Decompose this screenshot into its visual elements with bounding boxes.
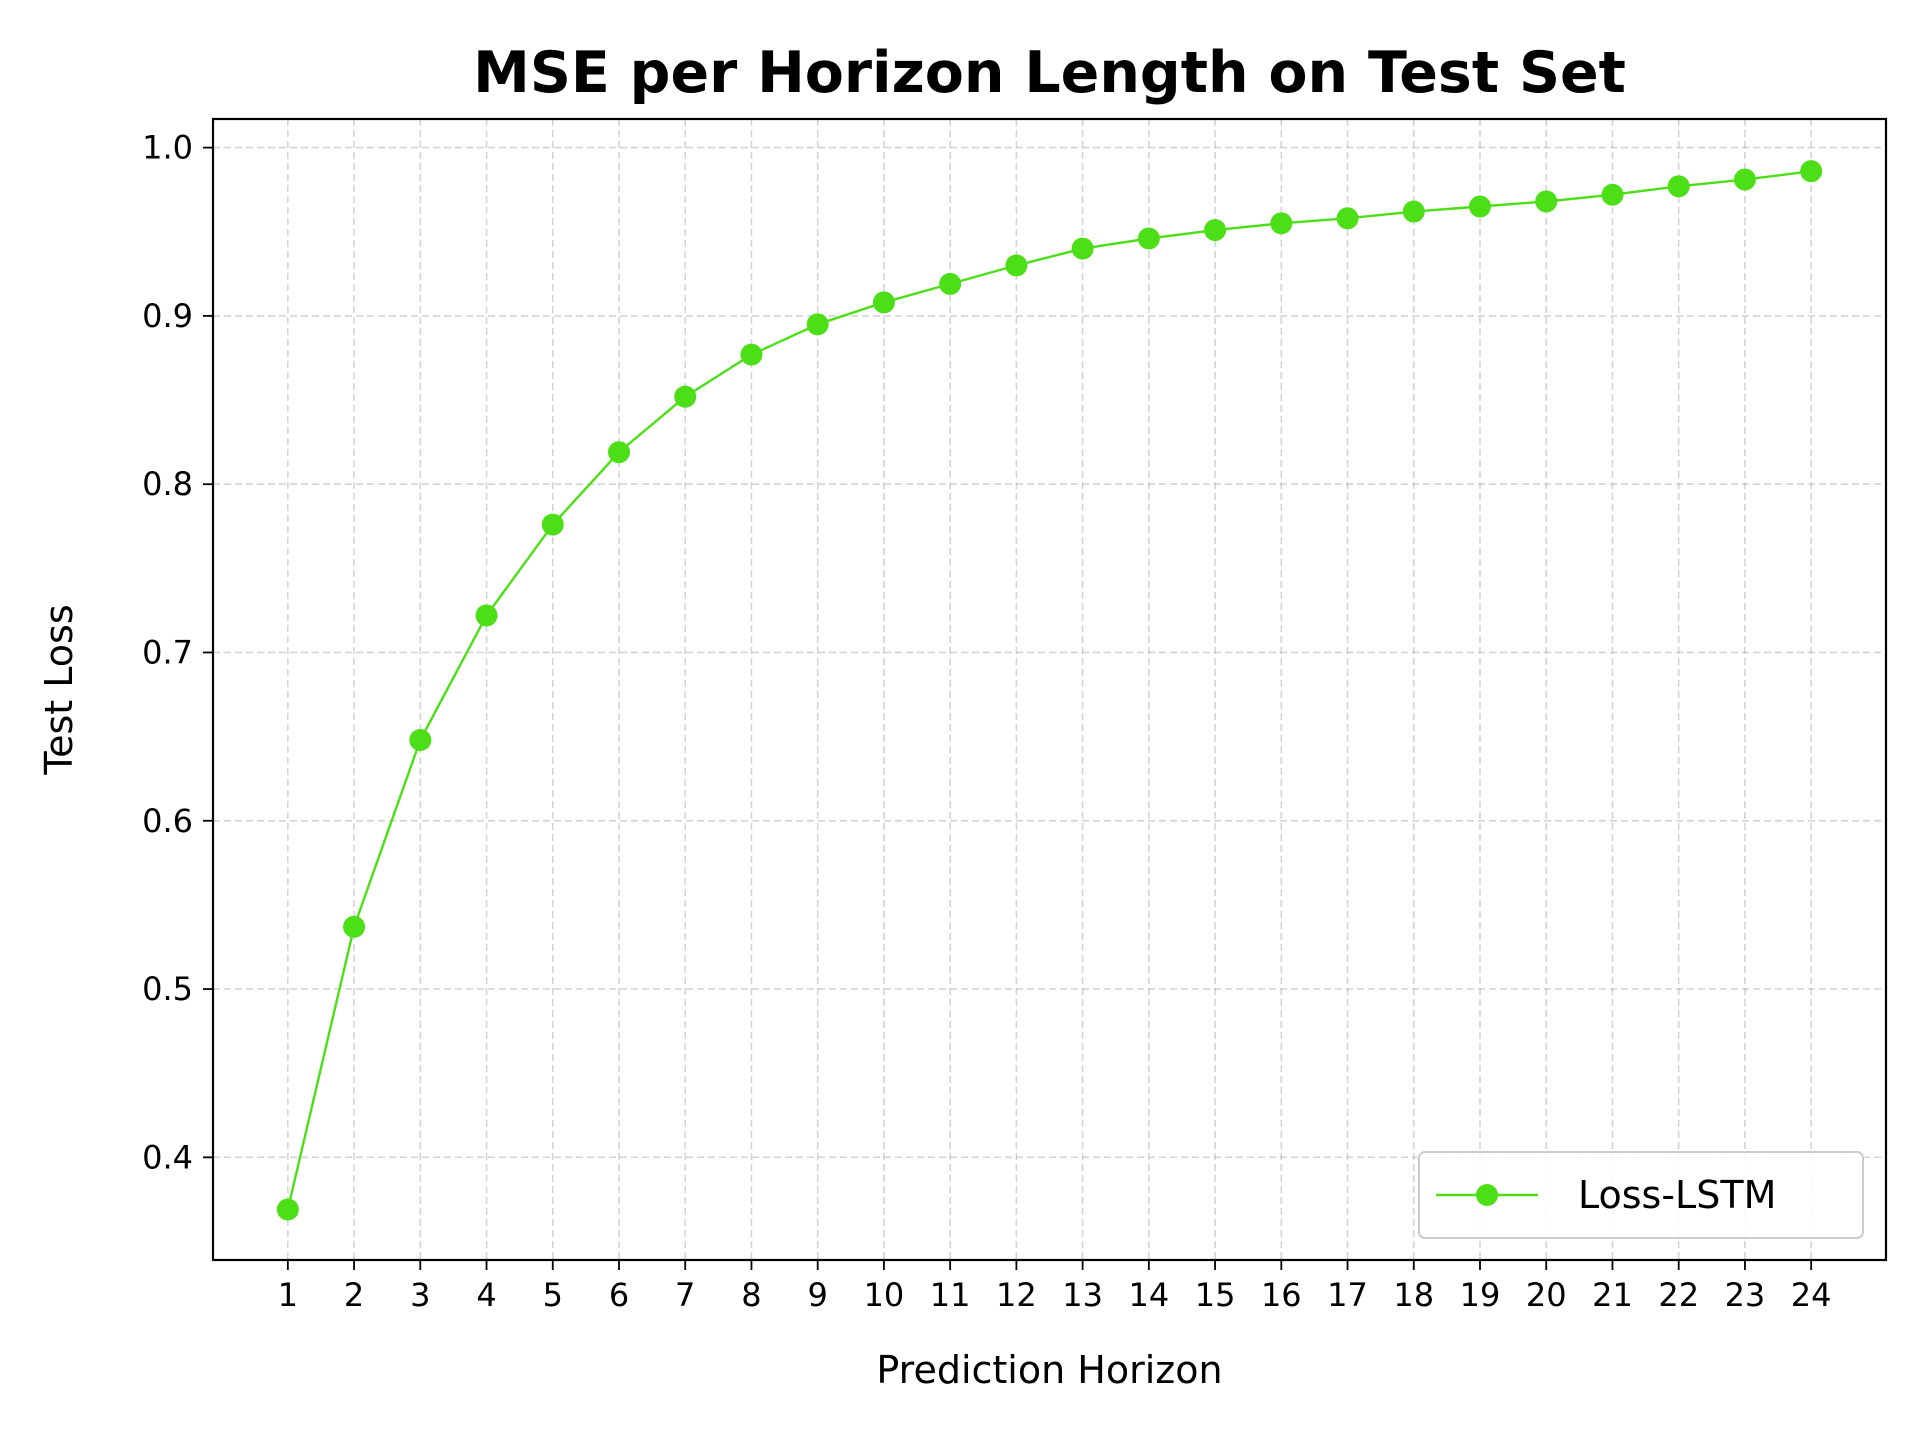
legend-label: Loss-LSTM bbox=[1578, 1173, 1776, 1217]
data-point bbox=[674, 385, 697, 408]
data-point bbox=[1469, 195, 1492, 218]
legend-marker-sample bbox=[1476, 1184, 1498, 1206]
tick-layer: 1 2 3 4 5 6 7 8 9 10 11 12 13 14 15 16 17 18 19 20 21 22 23 240… bbox=[142, 129, 1831, 1314]
y-tick-label: 0.7 bbox=[142, 633, 193, 671]
y-tick-label: 0.4 bbox=[142, 1138, 193, 1176]
x-tick-label: 3 bbox=[410, 1276, 430, 1314]
x-tick-label: 22 bbox=[1658, 1276, 1699, 1314]
plot-frame bbox=[211, 117, 1888, 1262]
data-point bbox=[1800, 160, 1823, 183]
x-tick-label: 21 bbox=[1592, 1276, 1633, 1314]
x-tick-label: 10 bbox=[864, 1276, 905, 1314]
data-point bbox=[1137, 227, 1160, 250]
series-line bbox=[286, 170, 1812, 1210]
x-tick-label: 19 bbox=[1460, 1276, 1501, 1314]
x-tick-label: 20 bbox=[1526, 1276, 1567, 1314]
x-tick-label: 15 bbox=[1195, 1276, 1236, 1314]
legend: Loss-LSTM bbox=[1418, 1151, 1864, 1239]
y-axis-label: Test Loss bbox=[37, 604, 81, 775]
x-tick-label: 7 bbox=[675, 1276, 695, 1314]
x-tick-label: 24 bbox=[1791, 1276, 1832, 1314]
data-point bbox=[1071, 237, 1094, 260]
x-tick-label: 6 bbox=[609, 1276, 629, 1314]
data-point bbox=[1204, 219, 1227, 242]
data-point bbox=[1535, 190, 1558, 213]
x-axis-label: Prediction Horizon bbox=[876, 1348, 1222, 1392]
x-tick-label: 5 bbox=[543, 1276, 563, 1314]
data-point bbox=[276, 1198, 299, 1221]
x-tick-label: 1 bbox=[278, 1276, 298, 1314]
data-point bbox=[475, 604, 498, 627]
x-tick-label: 8 bbox=[741, 1276, 761, 1314]
x-tick-label: 2 bbox=[344, 1276, 364, 1314]
x-tick-label: 9 bbox=[808, 1276, 828, 1314]
data-point bbox=[1402, 200, 1425, 223]
y-tick-label: 0.6 bbox=[142, 802, 193, 840]
chart-title: MSE per Horizon Length on Test Set bbox=[473, 40, 1626, 106]
x-tick-label: 14 bbox=[1128, 1276, 1169, 1314]
data-point bbox=[1336, 207, 1359, 230]
y-tick-label: 1.0 bbox=[142, 129, 193, 167]
x-tick-label: 16 bbox=[1261, 1276, 1302, 1314]
x-tick-label: 17 bbox=[1327, 1276, 1368, 1314]
data-point bbox=[1733, 168, 1756, 191]
data-point bbox=[872, 291, 895, 314]
data-point bbox=[1601, 183, 1624, 206]
grid-layer bbox=[213, 119, 1886, 1260]
y-tick-label: 0.8 bbox=[142, 465, 193, 503]
data-point bbox=[343, 915, 366, 938]
data-point bbox=[740, 343, 763, 366]
x-tick-label: 13 bbox=[1062, 1276, 1103, 1314]
data-point bbox=[409, 728, 432, 751]
x-tick-label: 18 bbox=[1393, 1276, 1434, 1314]
y-tick-label: 0.9 bbox=[142, 297, 193, 335]
y-tick-label: 0.5 bbox=[142, 970, 193, 1008]
x-tick-label: 4 bbox=[476, 1276, 496, 1314]
data-point bbox=[1667, 175, 1690, 198]
legend-box bbox=[1418, 1151, 1864, 1239]
x-tick-label: 23 bbox=[1725, 1276, 1766, 1314]
data-point bbox=[607, 441, 630, 464]
data-point bbox=[1270, 212, 1293, 235]
data-point bbox=[806, 313, 829, 336]
series-layer bbox=[276, 160, 1823, 1221]
x-tick-label: 12 bbox=[996, 1276, 1037, 1314]
data-point bbox=[939, 272, 962, 295]
data-point bbox=[541, 513, 564, 536]
x-tick-label: 11 bbox=[930, 1276, 971, 1314]
data-point bbox=[1005, 254, 1028, 277]
